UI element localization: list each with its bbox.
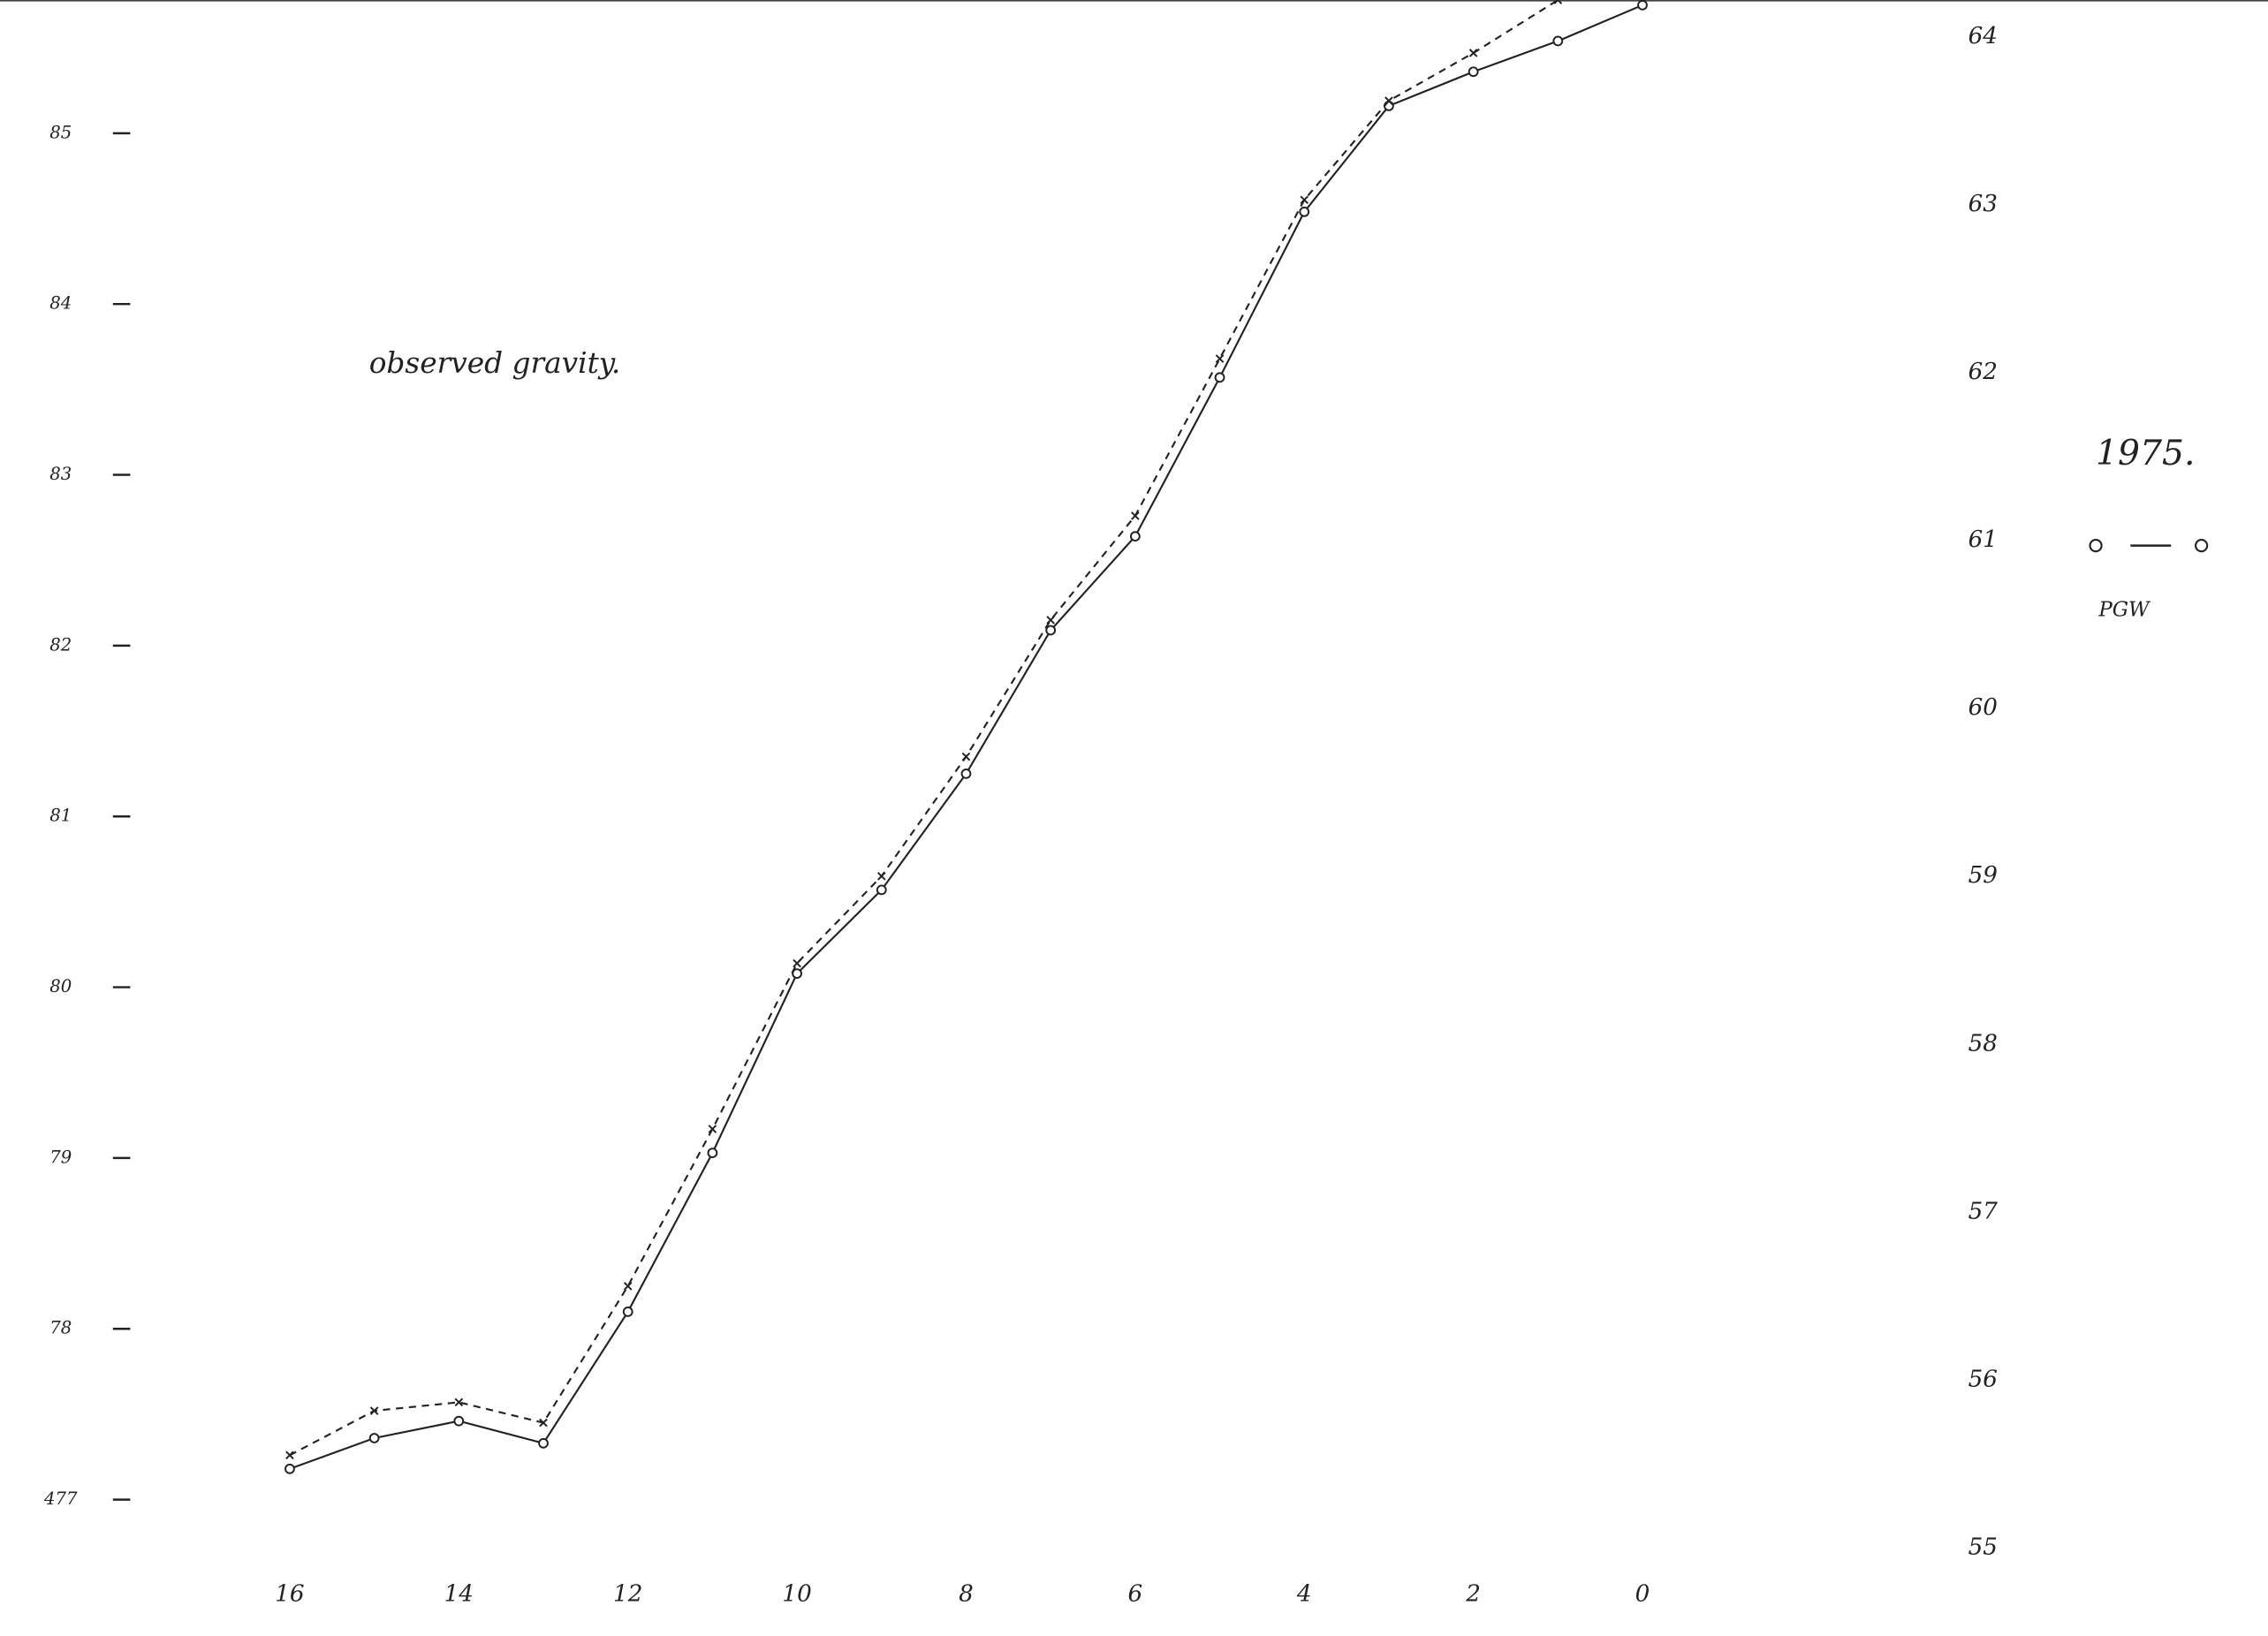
y2-tick-label: 62	[1968, 359, 1998, 385]
point	[707, 1147, 718, 1159]
point	[1131, 511, 1140, 520]
x-tick-label: 14	[444, 1580, 474, 1607]
y2-tick-label: 56	[1968, 1367, 1998, 1393]
point	[1300, 195, 1309, 205]
x-tick-label: 12	[613, 1580, 642, 1607]
y-tick-label: 477	[43, 1488, 78, 1509]
point	[960, 768, 972, 779]
x-tick-label: 10	[782, 1580, 811, 1607]
legend-marker	[2195, 538, 2209, 553]
annotation: observed gravity.	[369, 346, 621, 380]
point	[369, 1406, 379, 1415]
point	[1046, 616, 1055, 625]
y2-tick-label: 58	[1968, 1030, 1998, 1057]
point	[1299, 206, 1310, 217]
y2-tick-label: 55	[1968, 1534, 1998, 1561]
point	[1468, 49, 1478, 57]
point	[454, 1397, 464, 1407]
x-tick-label: 8	[959, 1580, 974, 1607]
x-tick-label: 6	[1128, 1580, 1143, 1607]
y-tick-label: 80	[49, 976, 72, 996]
point	[1384, 96, 1393, 105]
y-tick-label: 81	[49, 806, 72, 826]
point	[368, 1433, 380, 1443]
point	[1468, 66, 1479, 78]
point	[538, 1437, 549, 1449]
point	[1553, 0, 1563, 4]
point	[793, 958, 801, 968]
point	[453, 1415, 465, 1427]
y-tick-label: 85	[49, 122, 72, 142]
point	[1129, 531, 1141, 542]
point	[1552, 35, 1564, 47]
y-tick-label: 78	[49, 1318, 72, 1338]
point	[1214, 372, 1225, 383]
point	[961, 752, 971, 761]
x-tick-label: 4	[1296, 1580, 1312, 1607]
point	[622, 1307, 633, 1317]
y-tick-label: 83	[49, 464, 72, 484]
legend-label: PGW	[2097, 598, 2151, 621]
point	[708, 1125, 717, 1133]
x-tick-label: 16	[275, 1580, 304, 1607]
point	[539, 1418, 548, 1428]
y2-tick-label: 64	[1968, 23, 1998, 49]
annotation: 1975.	[2096, 434, 2196, 473]
y-tick-label: 84	[49, 293, 72, 314]
y2-tick-label: 60	[1968, 694, 1998, 721]
y-tick-label: 82	[49, 634, 72, 655]
y2-tick-label: 57	[1968, 1198, 1999, 1224]
x-tick-label: 0	[1635, 1580, 1650, 1607]
y2-tick-label: 59	[1968, 862, 1998, 889]
point	[792, 968, 802, 979]
y2-tick-label: 61	[1968, 526, 1998, 553]
point	[1637, 0, 1648, 11]
point	[285, 1450, 294, 1460]
legend-marker	[2089, 538, 2103, 553]
point	[1045, 625, 1057, 636]
y2-tick-label: 63	[1968, 191, 1998, 217]
solid-line	[289, 4, 1643, 1470]
point	[284, 1463, 295, 1474]
y-tick-label: 79	[49, 1147, 72, 1167]
point	[1215, 354, 1225, 363]
x-tick-label: 2	[1465, 1580, 1481, 1607]
point	[876, 872, 886, 881]
point	[876, 884, 887, 896]
point	[623, 1282, 633, 1291]
dashed-line	[289, 0, 1559, 1457]
